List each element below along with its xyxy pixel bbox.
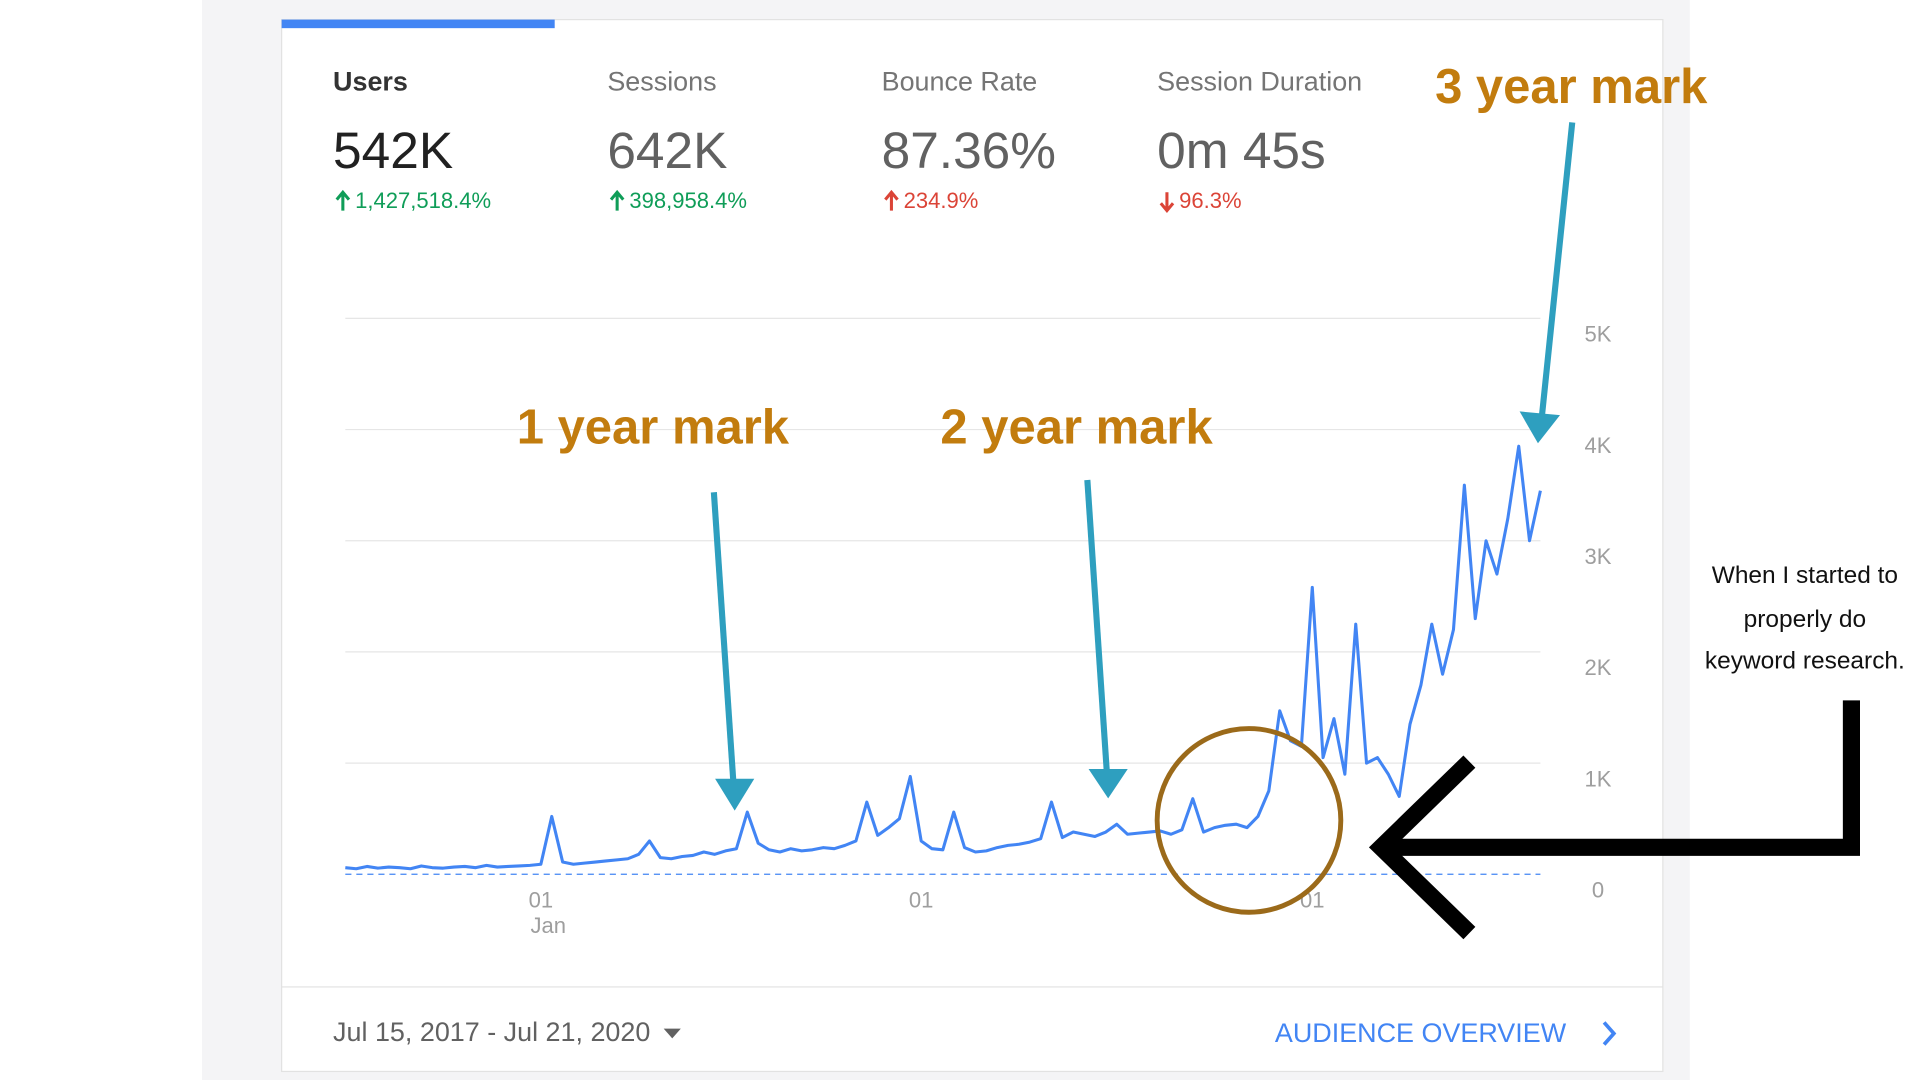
- arrow: [1084, 479, 1110, 775]
- metric-value: 0m 45s: [1157, 121, 1326, 179]
- metric-value: 642K: [607, 121, 727, 179]
- metric-label: Sessions: [607, 67, 716, 97]
- change-arrow: [335, 189, 351, 211]
- highlight-circle: [1154, 726, 1344, 915]
- metric-label: Bounce Rate: [882, 67, 1038, 97]
- note: properly do: [1744, 606, 1866, 633]
- y-tick-label: 0: [1592, 878, 1604, 903]
- metric-change: 398,958.4%: [629, 188, 747, 213]
- chevron-icon[interactable]: [1602, 1021, 1617, 1046]
- x-tick-label: 01: [1300, 887, 1325, 912]
- arrow: [1538, 122, 1576, 420]
- active-tab: [281, 19, 555, 29]
- metric-label: Session Duration: [1157, 67, 1362, 97]
- metric-label: Users: [333, 67, 408, 97]
- note: keyword research.: [1705, 648, 1905, 675]
- y-tick-label: 5K: [1584, 322, 1611, 347]
- audience-link[interactable]: AUDIENCE OVERVIEW: [1275, 1018, 1567, 1048]
- dropdown-icon[interactable]: [663, 1028, 681, 1039]
- annotation: 1 year mark: [517, 400, 790, 454]
- line-series: [345, 444, 1542, 871]
- metric-change: 234.9%: [904, 188, 979, 213]
- metric-value: 542K: [333, 121, 453, 179]
- x-tick-sublabel: Jan: [530, 913, 566, 938]
- black-arrow-head: [1368, 755, 1476, 940]
- date-range[interactable]: Jul 15, 2017 - Jul 21, 2020: [333, 1017, 650, 1047]
- metric-change: 1,427,518.4%: [355, 188, 491, 213]
- arrow-heads: [715, 411, 1560, 811]
- annotation: 2 year mark: [940, 400, 1213, 454]
- arrow-head: [1088, 768, 1128, 799]
- y-tick-label: 3K: [1584, 544, 1611, 569]
- note: When I started to: [1712, 562, 1898, 589]
- y-tick-label: 1K: [1584, 766, 1611, 791]
- arrows: [710, 122, 1576, 784]
- arrow-head: [1519, 411, 1560, 444]
- black-arrow: [1389, 700, 1860, 856]
- change-arrow: [1159, 192, 1175, 214]
- arrow-head: [715, 778, 755, 811]
- x-tick-label: 01: [529, 887, 554, 912]
- change-arrow: [609, 189, 625, 211]
- metric-change: 96.3%: [1179, 188, 1241, 213]
- x-tick-label: 01: [909, 887, 934, 912]
- y-tick-label: 4K: [1584, 433, 1611, 458]
- arrow: [710, 492, 737, 784]
- y-tick-label: 2K: [1584, 655, 1611, 680]
- metric-value: 87.36%: [882, 121, 1056, 179]
- change-arrow: [884, 189, 899, 211]
- annotation: 3 year mark: [1435, 60, 1708, 114]
